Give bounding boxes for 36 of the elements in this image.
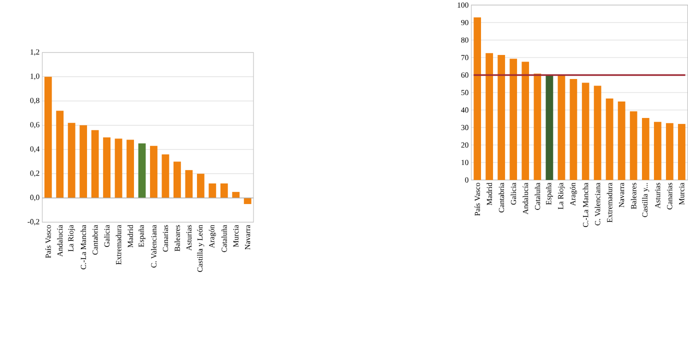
bar [570,78,578,180]
bar [68,122,76,198]
bar [162,154,170,198]
bar [80,125,88,198]
bar [606,98,614,180]
bar [534,73,542,180]
bar [150,146,158,198]
bar [208,183,216,198]
bar [220,183,228,198]
bar [582,82,590,180]
bar [56,110,64,198]
bar [185,170,193,198]
bar [618,101,626,180]
bar [666,122,674,180]
bar [196,174,204,198]
bar [138,143,146,198]
bar [474,17,482,180]
bar [44,76,52,198]
bar [510,58,518,180]
bar [546,74,554,180]
bar [126,140,134,198]
bar [114,138,122,198]
bar [678,124,686,180]
bar [558,74,566,180]
bar [244,198,252,204]
bar [654,122,662,180]
bar [91,130,99,198]
bar [498,54,506,180]
bar [232,192,240,198]
bar [486,52,494,180]
bar [173,161,181,198]
bar [594,86,602,180]
bar [642,118,650,180]
bar [103,137,111,198]
bar [522,62,530,180]
bar [630,111,638,180]
